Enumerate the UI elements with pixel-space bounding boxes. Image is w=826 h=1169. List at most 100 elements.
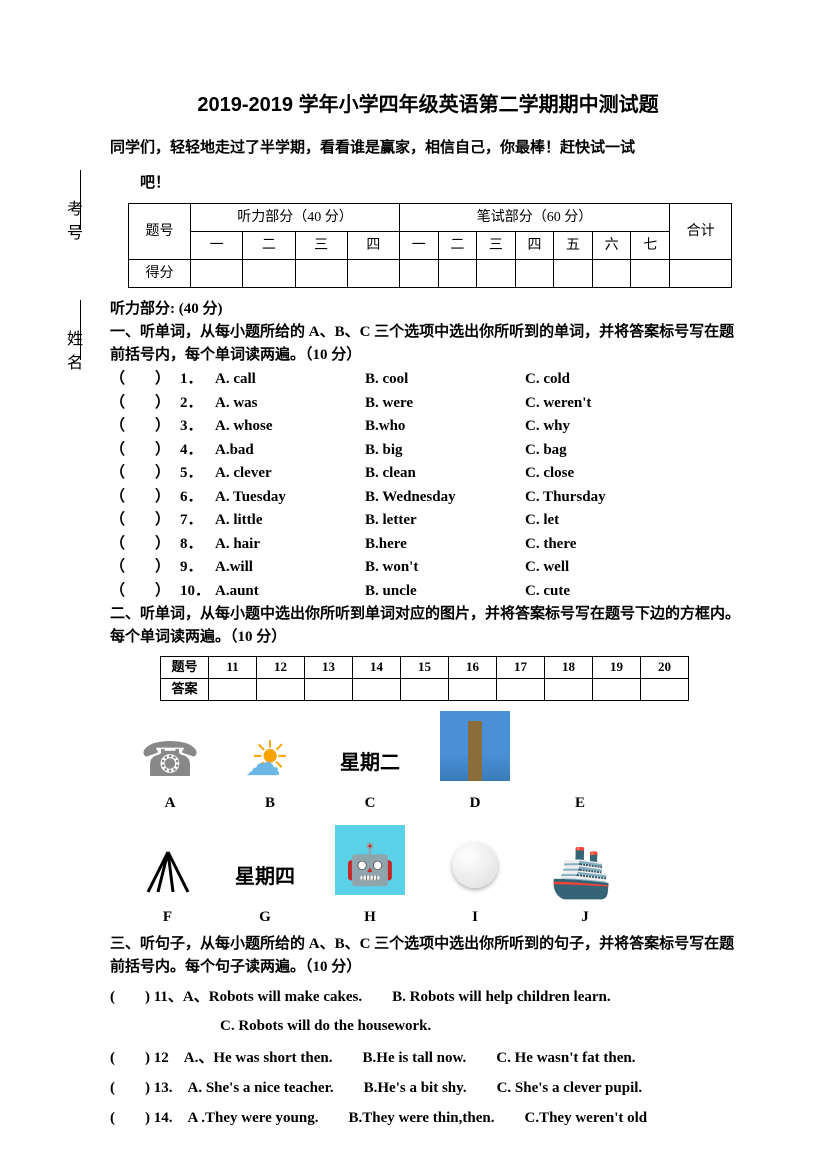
score-cell: 一 — [191, 232, 243, 260]
score-cell: 笔试部分（60 分） — [399, 204, 669, 232]
answer-bracket[interactable]: （ ） — [110, 486, 180, 509]
question-line: （ ）10．A.auntB. uncleC. cute — [110, 580, 746, 603]
answer-blank-cell[interactable] — [641, 678, 689, 700]
pic-label: G — [235, 906, 295, 929]
answer-blank-cell[interactable] — [401, 678, 449, 700]
option-c: C. weren't — [525, 392, 675, 415]
answer-blank-cell[interactable] — [545, 678, 593, 700]
question-number: 3． — [180, 415, 215, 438]
option-b: B. won't — [365, 556, 525, 579]
option-c: C. Thursday — [525, 486, 675, 509]
section3-question-list: ( ) 11、A、Robots will make cakes. B. Robo… — [110, 985, 746, 1130]
question-line: ( ) 14. A .They were young. B.They were … — [110, 1106, 746, 1130]
answer-num-cell: 13 — [305, 656, 353, 678]
answer-bracket[interactable]: （ ） — [110, 439, 180, 462]
answer-bracket[interactable]: （ ） — [110, 556, 180, 579]
answer-bracket[interactable]: （ ） — [110, 509, 180, 532]
question-number: 10． — [180, 580, 215, 603]
answer-bracket[interactable]: ( ) 14. — [110, 1110, 188, 1126]
answer-bracket[interactable]: （ ） — [110, 415, 180, 438]
answer-bracket[interactable]: （ ） — [110, 533, 180, 556]
pic-label: E — [550, 792, 610, 815]
answer-num-cell: 18 — [545, 656, 593, 678]
score-cell: 三 — [295, 232, 347, 260]
question-line: （ ）1．A. callB. coolC. cold — [110, 368, 746, 391]
phone-icon — [140, 733, 200, 788]
score-cell: 二 — [438, 232, 477, 260]
question-line: （ ）8．A. hairB.hereC. there — [110, 533, 746, 556]
answer-table: 题号 11121314151617181920 答案 — [160, 656, 689, 701]
option-a: A .They were young. — [188, 1110, 319, 1126]
option-c: C. cold — [525, 368, 675, 391]
option-b: B.here — [365, 533, 525, 556]
answer-blank-cell[interactable] — [257, 678, 305, 700]
pic-item-g: 星期四 G — [235, 862, 295, 929]
score-cell — [592, 260, 631, 288]
section2-instructions: 二、听单词，从每小题中选出你所听到单词对应的图片，并将答案标号写在题号下边的方框… — [110, 603, 746, 650]
pic-label: A — [140, 792, 200, 815]
question-line: （ ）7．A. littleB. letterC. let — [110, 509, 746, 532]
pic-item-c: 星期二 C — [340, 748, 400, 815]
option-c: C. close — [525, 462, 675, 485]
answer-blank-cell[interactable] — [209, 678, 257, 700]
section3-instructions: 三、听句子，从每小题所给的 A、B、C 三个选项中选出你所听到的句子，并将答案标… — [110, 933, 746, 980]
blank-icon — [550, 726, 610, 781]
answer-blank-cell[interactable] — [497, 678, 545, 700]
score-cell — [515, 260, 554, 288]
question-line: ( ) 11、A、Robots will make cakes. B. Robo… — [110, 985, 746, 1009]
answer-blank-cell[interactable] — [449, 678, 497, 700]
question-line: ( ) 12 A.、He was short then. B.He is tal… — [110, 1046, 746, 1070]
pic-item-b: ☀☁ B — [240, 733, 300, 815]
answer-header: 答案 — [161, 678, 209, 700]
robot-icon — [335, 825, 405, 895]
intro-line-2: 吧！ — [110, 169, 746, 198]
option-a: A. whose — [215, 415, 365, 438]
question-line: （ ）4．A.badB. bigC. bag — [110, 439, 746, 462]
option-a: A.aunt — [215, 580, 365, 603]
pic-label: F — [140, 906, 195, 929]
option-b: B.He is tall now. — [363, 1050, 467, 1066]
answer-blank-cell[interactable] — [593, 678, 641, 700]
thursday-text-icon: 星期四 — [235, 862, 295, 902]
pic-item-f: F — [140, 847, 195, 929]
score-cell: 听力部分（40 分） — [191, 204, 400, 232]
answer-bracket[interactable]: （ ） — [110, 368, 180, 391]
answer-num-cell: 12 — [257, 656, 305, 678]
score-cell: 六 — [592, 232, 631, 260]
pic-label: H — [335, 906, 405, 929]
question-number: 2． — [180, 392, 215, 415]
answer-num-cell: 19 — [593, 656, 641, 678]
answer-bracket[interactable]: （ ） — [110, 580, 180, 603]
score-table: 题号 听力部分（40 分） 笔试部分（60 分） 合计 一 二 三 四 一 二 … — [128, 203, 732, 288]
answer-num-cell: 16 — [449, 656, 497, 678]
answer-bracket[interactable]: ( ) 11、 — [110, 989, 183, 1005]
intro-line-1: 同学们，轻轻地走过了半学期，看看谁是赢家，相信自己，你最棒！赶快试一试 — [110, 134, 746, 163]
listening-header: 听力部分: (40 分) — [110, 298, 746, 321]
option-a: A. clever — [215, 462, 365, 485]
question-line: （ ）2．A. wasB. wereC. weren't — [110, 392, 746, 415]
pic-item-i: I — [445, 835, 505, 929]
answer-blank-cell[interactable] — [353, 678, 401, 700]
option-a: A. call — [215, 368, 365, 391]
picture-row-2: F 星期四 G H I J — [140, 825, 746, 929]
question-number: 7． — [180, 509, 215, 532]
option-a: A. Tuesday — [215, 486, 365, 509]
picture-row-1: A ☀☁ B 星期二 C D E — [140, 711, 746, 815]
answer-bracket[interactable]: （ ） — [110, 462, 180, 485]
option-b: B. clean — [365, 462, 525, 485]
tuesday-text-icon: 星期二 — [340, 748, 400, 788]
score-cell — [243, 260, 295, 288]
answer-bracket[interactable]: ( ) 12 — [110, 1050, 184, 1066]
option-a: A. hair — [215, 533, 365, 556]
answer-bracket[interactable]: （ ） — [110, 392, 180, 415]
option-c: C.They weren't old — [525, 1110, 648, 1126]
score-cell: 五 — [554, 232, 593, 260]
pic-item-j: J — [545, 835, 625, 929]
answer-bracket[interactable]: ( ) 13. — [110, 1080, 188, 1096]
option-a: A.bad — [215, 439, 365, 462]
question-line: （ ）3．A. whoseB.whoC. why — [110, 415, 746, 438]
score-cell: 合计 — [670, 204, 732, 260]
answer-blank-cell[interactable] — [305, 678, 353, 700]
question-number: 8． — [180, 533, 215, 556]
pic-label: I — [445, 906, 505, 929]
